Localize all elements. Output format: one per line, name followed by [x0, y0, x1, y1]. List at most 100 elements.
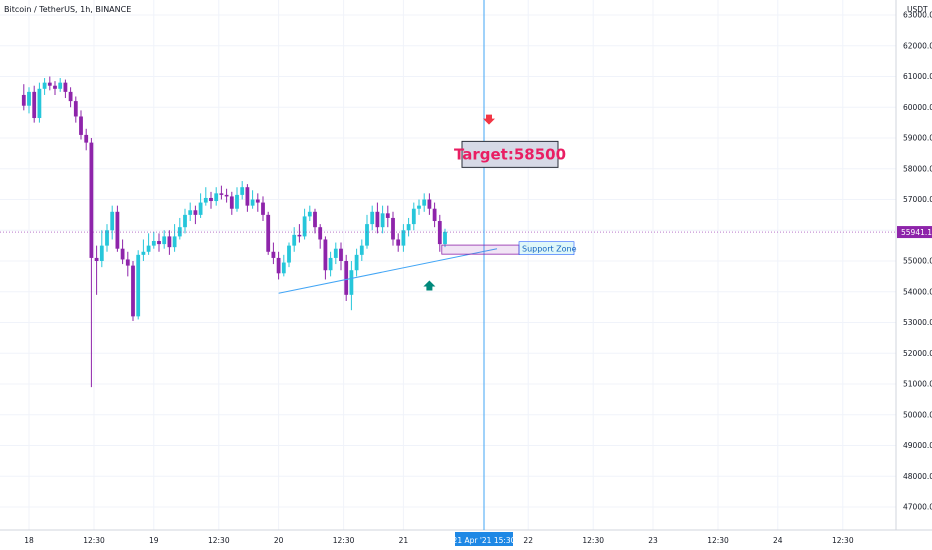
candle-body [68, 91, 73, 102]
price-tick-label: 58000.00 [903, 164, 932, 173]
price-tick-label: 62000.00 [903, 41, 932, 50]
candle-body [287, 245, 291, 263]
candle-body [198, 202, 203, 215]
time-tick-label: 12:30 [707, 536, 729, 545]
support-zone-box [441, 244, 520, 255]
price-tick-label: 63000.00 [903, 11, 932, 20]
candle-body [245, 187, 250, 206]
candle-body [58, 82, 63, 89]
candle-body [333, 248, 338, 258]
arrow-up-icon [423, 280, 436, 291]
candle-body [396, 239, 401, 246]
time-tick-label: 23 [648, 536, 658, 545]
crosshair-time-badge [455, 532, 513, 546]
support-zone-label: Support Zone [522, 245, 577, 254]
candle-body [437, 221, 442, 245]
candle-body [99, 245, 104, 261]
candle-body [79, 116, 83, 135]
time-tick-label: 24 [773, 536, 783, 545]
candle-body [391, 217, 395, 240]
candle-body [422, 199, 427, 206]
time-tick-label: 12:30 [208, 536, 230, 545]
candle-body [417, 205, 421, 209]
candle-body [354, 254, 359, 271]
target-label: Target:58500 [454, 145, 566, 163]
candle-body [37, 88, 42, 119]
symbol-title: Bitcoin / TetherUS, 1h, BINANCE [4, 5, 131, 14]
candle-body [94, 257, 99, 261]
candle-body [183, 214, 187, 228]
candle-body [63, 82, 68, 92]
candle-body [307, 211, 312, 217]
candle-body [266, 214, 271, 252]
candle-body [344, 261, 349, 295]
candle-body [385, 213, 390, 218]
candle-body [177, 227, 182, 237]
candle-body [120, 248, 125, 260]
candle-body [276, 257, 281, 274]
candle-body [203, 197, 208, 203]
candle-body [219, 193, 224, 195]
time-axis: 18 12:30 19 12:30 20 12:30 21 22 12:30 23 12:30 24 1… [24, 536, 854, 545]
candle-body [328, 257, 333, 271]
candle-body [53, 85, 57, 89]
candle-body [235, 194, 239, 209]
grid-lines [0, 0, 896, 530]
candle-body [224, 194, 229, 197]
candle-body [131, 265, 135, 317]
candle-body [359, 245, 364, 255]
time-tick-label: 12:30 [333, 536, 355, 545]
candle-body [240, 187, 245, 195]
candle-body [209, 197, 213, 202]
candle-body [323, 239, 328, 271]
candle-body [47, 82, 52, 86]
candle-body [105, 230, 109, 246]
price-tick-label: 55000.00 [903, 257, 932, 266]
candle-body [261, 202, 265, 215]
time-tick-label: 20 [274, 536, 284, 545]
candle-body [167, 236, 172, 248]
price-tick-label: 51000.00 [903, 380, 932, 389]
candle-body [146, 245, 151, 252]
time-tick-label: 21 [399, 536, 409, 545]
trend-line [278, 248, 498, 294]
currency-label: USDT [907, 5, 928, 14]
candle-body [375, 211, 380, 228]
candle-body [21, 94, 26, 106]
candle-body [349, 270, 354, 295]
candle-body [411, 208, 416, 225]
candle-body [141, 251, 146, 255]
candle-body [406, 224, 411, 231]
candle-body [370, 211, 375, 225]
time-tick-label: 22 [523, 536, 533, 545]
candle-body [151, 241, 156, 246]
price-tick-label: 61000.00 [903, 72, 932, 81]
candle-series [21, 76, 447, 388]
last-price-badge [897, 226, 932, 239]
candle-body [339, 248, 343, 261]
arrow-down-icon [483, 114, 495, 125]
time-tick-label: 12:30 [832, 536, 854, 545]
price-tick-label: 48000.00 [903, 472, 932, 481]
candle-body [401, 230, 406, 246]
candle-body [110, 211, 115, 231]
price-tick-label: 49000.00 [903, 441, 932, 450]
time-tick-label: 12:30 [83, 536, 105, 545]
candle-body [432, 208, 437, 222]
candle-body [281, 262, 286, 274]
price-axis-panel [896, 0, 932, 550]
candle-body [172, 236, 177, 248]
price-tick-label: 47000.00 [903, 503, 932, 512]
candle-body [255, 199, 260, 203]
time-tick-label: 19 [149, 536, 159, 545]
candle-body [313, 211, 317, 228]
candle-body [318, 227, 323, 240]
support-zone-label-box [518, 241, 575, 255]
candle-body [271, 251, 276, 258]
price-tick-label: 54000.00 [903, 287, 932, 296]
price-tick-label: 50000.00 [903, 410, 932, 419]
candle-body [292, 234, 297, 246]
time-tick-label: 18 [24, 536, 34, 545]
